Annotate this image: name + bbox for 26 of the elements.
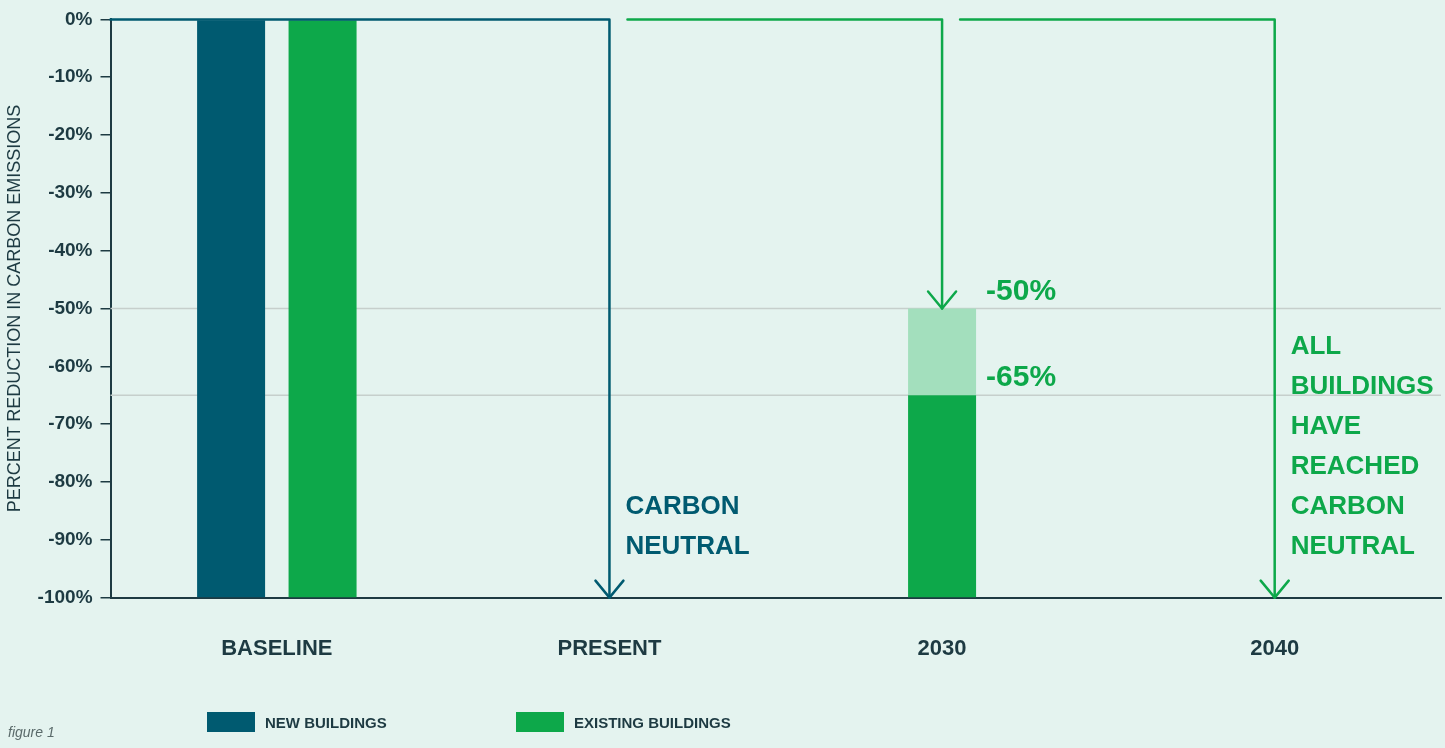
x-tick-label: PRESENT [557,634,662,660]
bar [908,395,977,598]
ref-line-label: ALL BUILDINGS HAVE REACHED CARBON NEUTRAL [1290,329,1434,560]
legend-label: EXISTING BUILDINGS [574,713,731,731]
x-tick-label: BASELINE [221,634,333,660]
y-axis-title: PERCENT REDUCTION IN CARBON EMISSIONS [3,104,24,513]
y-tick-label: -100% [37,585,93,607]
y-tick-label: -70% [48,412,93,434]
ref-line-label: CARBON NEUTRAL [625,489,750,560]
y-tick-label: -60% [48,354,93,376]
x-tick-label: 2040 [1250,634,1300,660]
legend-label: NEW BUILDINGS [265,713,387,731]
y-tick-label: -80% [48,470,93,492]
y-tick-label: -10% [48,65,93,87]
x-tick-label: 2030 [917,634,967,660]
y-tick-label: -20% [48,123,93,145]
y-tick-label: 0% [65,7,93,29]
y-tick-label: -50% [48,296,93,318]
annotation: -65% [986,359,1057,393]
bar [288,20,357,598]
caption: figure 1 [8,724,55,740]
annotation: -50% [986,272,1057,306]
y-tick-label: -30% [48,181,93,203]
y-tick-label: -40% [48,238,93,260]
bar [908,308,977,396]
y-tick-label: -90% [48,528,93,550]
